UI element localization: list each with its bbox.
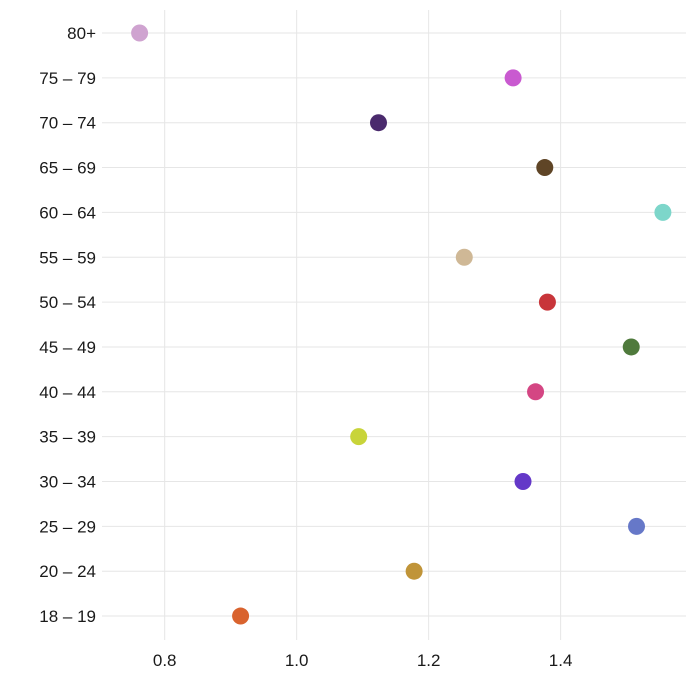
y-axis-labels: 18 – 19 20 – 24 25 – 29 30 – 34 35 – 39 40 – … xyxy=(39,24,96,626)
data-point xyxy=(539,294,556,311)
y-tick-label: 30 – 34 xyxy=(39,473,96,492)
y-tick-label: 55 – 59 xyxy=(39,248,96,267)
y-tick-label: 80+ xyxy=(67,24,96,43)
y-tick-label: 75 – 79 xyxy=(39,69,96,88)
data-point xyxy=(623,338,640,355)
data-point xyxy=(628,518,645,535)
data-point xyxy=(232,608,249,625)
y-tick-label: 70 – 74 xyxy=(39,114,96,133)
y-tick-label: 25 – 29 xyxy=(39,517,96,536)
y-tick-label: 45 – 49 xyxy=(39,338,96,357)
data-point xyxy=(536,159,553,176)
y-tick-label: 40 – 44 xyxy=(39,383,96,402)
data-point xyxy=(350,428,367,445)
x-tick-label: 1.2 xyxy=(417,651,441,670)
data-point xyxy=(456,249,473,266)
y-tick-label: 18 – 19 xyxy=(39,607,96,626)
data-point xyxy=(654,204,671,221)
y-tick-label: 50 – 54 xyxy=(39,293,96,312)
data-point xyxy=(131,25,148,42)
y-tick-label: 60 – 64 xyxy=(39,203,96,222)
data-point xyxy=(406,563,423,580)
data-point xyxy=(505,69,522,86)
grid-layer xyxy=(102,10,686,640)
data-points xyxy=(131,25,671,625)
data-point xyxy=(515,473,532,490)
x-tick-label: 1.4 xyxy=(549,651,573,670)
data-point xyxy=(527,383,544,400)
x-axis-labels: 0.8 1.0 1.2 1.4 xyxy=(153,651,573,670)
y-tick-label: 35 – 39 xyxy=(39,428,96,447)
x-tick-label: 1.0 xyxy=(285,651,309,670)
y-tick-label: 65 – 69 xyxy=(39,159,96,178)
x-tick-label: 0.8 xyxy=(153,651,177,670)
data-point xyxy=(370,114,387,131)
y-tick-label: 20 – 24 xyxy=(39,562,96,581)
